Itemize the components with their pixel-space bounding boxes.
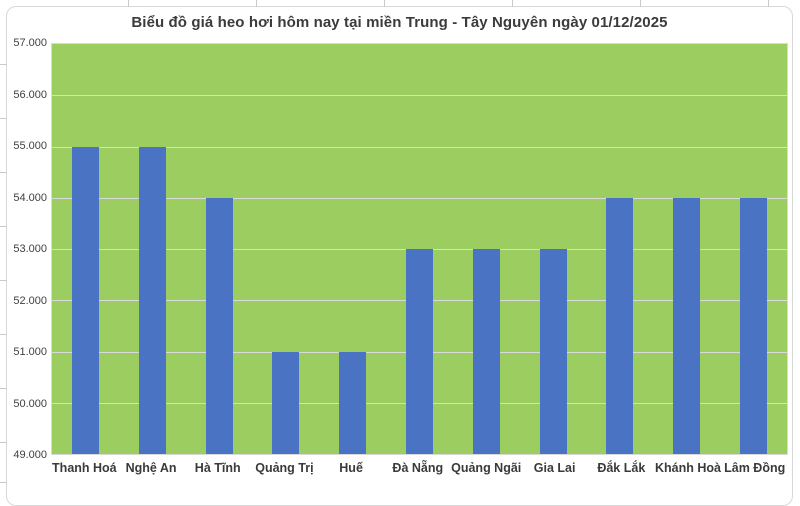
chart-bar (606, 197, 634, 454)
gridline (52, 197, 787, 199)
sheet-gridline-stub (0, 226, 7, 227)
x-tick-label: Đắk Lắk (597, 461, 646, 475)
x-tick-label: Nghệ An (125, 461, 177, 475)
y-tick-label: 49.000 (13, 449, 47, 461)
sheet-gridline-stub (0, 118, 7, 119)
y-tick-label: 54.000 (13, 191, 47, 204)
sheet-gridline-stub (384, 0, 385, 7)
x-tick-label: Gia Lai (533, 461, 576, 475)
chart-bar (472, 249, 500, 454)
y-tick-label: 56.000 (13, 88, 47, 101)
chart-bar (272, 351, 300, 454)
chart-bar (71, 146, 99, 454)
chart-bar (539, 249, 567, 454)
sheet-gridline-stub (0, 442, 7, 443)
y-tick-label: 55.000 (13, 140, 47, 152)
sheet-gridline-stub (0, 388, 7, 389)
x-tick-label: Thanh Hoá (52, 461, 117, 475)
chart-bar (673, 197, 701, 454)
chart-title: Biểu đồ giá heo hơi hôm nay tại miền Tru… (131, 14, 668, 31)
plot-area (51, 43, 788, 455)
sheet-gridline-stub (0, 64, 7, 65)
x-axis: Thanh Hoá Nghệ An Hà Tĩnh Quảng Trị Huế Đà Nẵ… (51, 457, 788, 481)
x-tick-label: Huế (339, 461, 363, 475)
sheet-gridline-stub (0, 482, 7, 483)
sheet-gridline-stub (768, 0, 769, 7)
x-tick-label: Quảng Ngãi (451, 461, 522, 475)
chart-bar (339, 351, 367, 454)
chart-bar (740, 197, 768, 454)
x-tick-label: Hà Tĩnh (194, 461, 241, 475)
sheet-gridline-stub (0, 280, 7, 281)
y-tick-label: 57.000 (13, 37, 47, 49)
gridline (52, 95, 787, 97)
x-tick-label: Đà Nẵng (392, 461, 444, 475)
chart-bar (205, 197, 233, 454)
x-tick-label: Lâm Đồng (724, 461, 786, 475)
chart-bar (406, 249, 433, 454)
y-tick-label: 50.000 (13, 397, 47, 410)
sheet-gridline-stub (0, 334, 7, 335)
chart-object: Biểu đồ giá heo hơi hôm nay tại miền Tru… (6, 6, 793, 506)
chart-bar (138, 146, 166, 454)
y-tick-label: 51.000 (13, 346, 47, 358)
sheet-gridline-stub (256, 0, 257, 7)
y-tick-label: 52.000 (13, 294, 47, 307)
y-axis: 49.000 50.000 51.000 52.000 53.000 54.000 55.0… (7, 37, 47, 461)
sheet-gridline-stub (0, 172, 7, 173)
sheet-gridline-stub (640, 0, 641, 7)
gridline (52, 146, 787, 148)
x-tick-label: Quảng Trị (255, 461, 314, 475)
sheet-gridline-stub (512, 0, 513, 7)
y-tick-label: 53.000 (13, 243, 47, 255)
sheet-gridline-stub (128, 0, 129, 7)
x-tick-label: Khánh Hoà (655, 461, 721, 475)
